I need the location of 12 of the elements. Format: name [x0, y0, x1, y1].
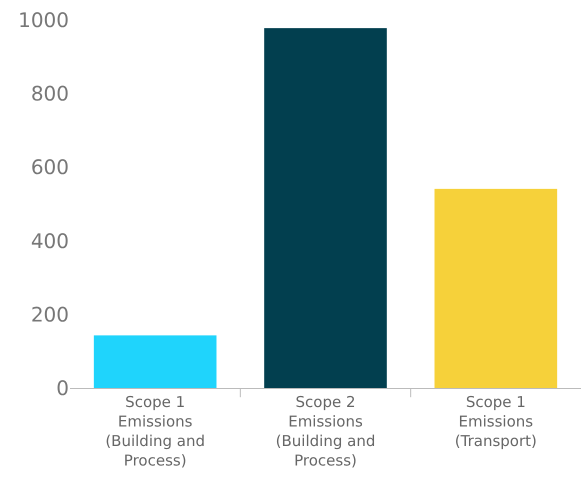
- y-tick-label: 1000: [18, 8, 69, 32]
- x-tick-label: Scope 1 Emissions (Transport): [454, 393, 537, 450]
- y-tick-label: 0: [56, 376, 69, 400]
- y-tick-label: 800: [30, 82, 69, 106]
- bar: [434, 188, 558, 388]
- x-tick-label: Scope 1 Emissions (Building and Process): [105, 393, 206, 470]
- x-tick-label: Scope 2 Emissions (Building and Process): [276, 393, 376, 470]
- y-tick-label: 600: [30, 155, 69, 180]
- y-tick-label: 200: [30, 302, 69, 326]
- bar: [264, 28, 387, 388]
- bar: [94, 335, 216, 388]
- y-tick-label: 400: [30, 228, 69, 253]
